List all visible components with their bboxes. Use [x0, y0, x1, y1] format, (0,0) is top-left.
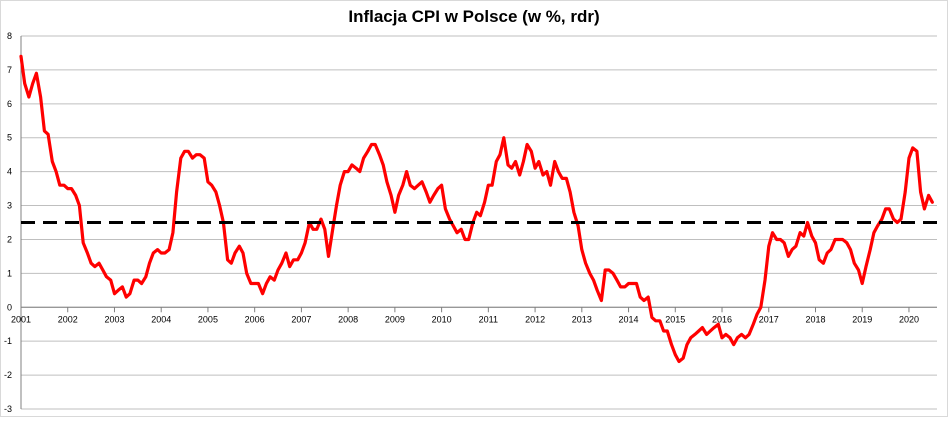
y-tick-label: 2 — [7, 234, 12, 244]
x-tick-label: 2011 — [479, 314, 498, 324]
x-tick-label: 2018 — [805, 314, 825, 324]
x-tick-label: 2015 — [665, 314, 685, 324]
y-tick-label: 5 — [7, 133, 12, 143]
y-tick-label: 7 — [7, 65, 12, 75]
x-tick-label: 2002 — [58, 314, 78, 324]
y-tick-label: -2 — [4, 370, 12, 380]
x-tick-label: 2001 — [11, 314, 31, 324]
y-tick-label: 0 — [7, 302, 12, 312]
x-tick-label: 2014 — [619, 314, 639, 324]
x-tick-label: 2008 — [338, 314, 358, 324]
y-tick-label: 6 — [7, 99, 12, 109]
x-tick-label: 2020 — [899, 314, 919, 324]
x-tick-label: 2006 — [245, 314, 265, 324]
x-tick-label: 2005 — [198, 314, 218, 324]
y-tick-label: -1 — [4, 336, 12, 346]
x-tick-label: 2007 — [291, 314, 311, 324]
x-tick-label: 2017 — [759, 314, 779, 324]
cpi-line — [19, 54, 934, 364]
y-tick-label: 1 — [7, 268, 12, 278]
x-tick-label: 2004 — [151, 314, 171, 324]
y-tick-label: 4 — [7, 167, 12, 177]
y-tick-label: 3 — [7, 201, 12, 211]
x-tick-label: 2013 — [572, 314, 592, 324]
x-tick-label: 2009 — [385, 314, 405, 324]
series-layer — [19, 54, 937, 364]
x-tick-label: 2016 — [712, 314, 732, 324]
x-tick-label: 2003 — [104, 314, 124, 324]
chart-title: Inflacja CPI w Polsce (w %, rdr) — [348, 7, 600, 26]
y-tick-label: -3 — [4, 404, 12, 414]
x-tick-label: 2012 — [525, 314, 545, 324]
x-tick-label: 2010 — [432, 314, 452, 324]
gridlines — [21, 35, 937, 410]
x-tick-label: 2019 — [852, 314, 872, 324]
y-tick-label: 8 — [7, 31, 12, 41]
